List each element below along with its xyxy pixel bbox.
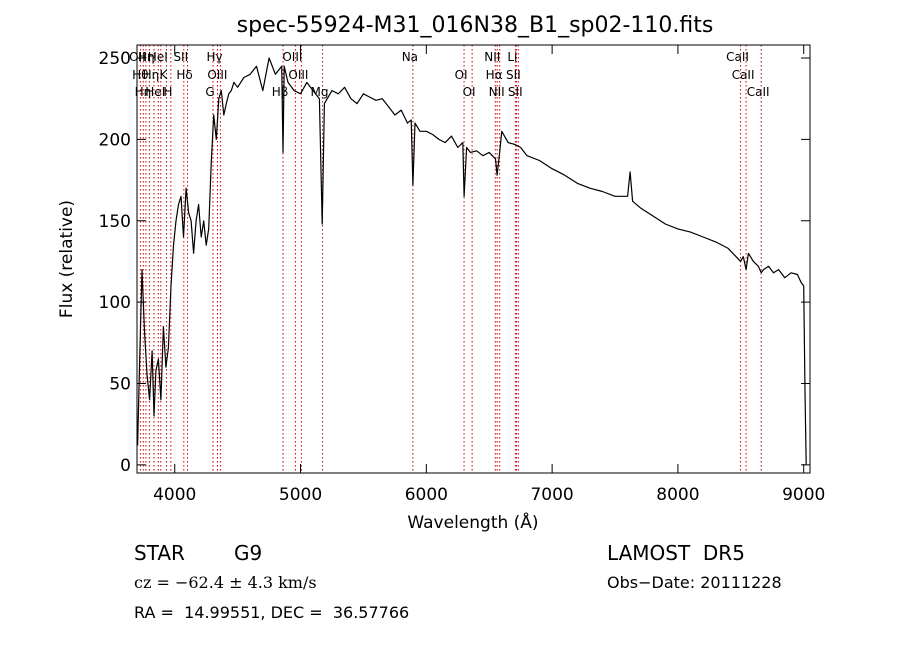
line-marker-label: Li [507,50,517,64]
line-marker-label: Hδ [176,68,192,82]
line-marker-label: Mg [311,85,329,99]
line-marker-label: Hθ [132,68,148,82]
redshift-text: cz = −62.4 ± 4.3 km/s [134,573,317,592]
line-marker-label: SII [173,50,188,64]
object-subclass: G9 [234,541,263,565]
line-marker-label: Na [402,50,418,64]
x-tick-label: 7000 [530,485,573,505]
line-marker-label: H [163,85,172,99]
x-tick-label: 6000 [405,485,448,505]
obs-date: Obs−Date: 20111228 [607,573,782,592]
line-marker-label: HeI [148,50,168,64]
y-axis-label: Flux (relative) [57,200,77,318]
line-marker-label: Hη [138,50,155,64]
y-tick-label: 50 [109,374,131,394]
line-marker-label: NII [484,50,500,64]
line-marker-label: Hγ [206,50,222,64]
y-tick-label: 100 [99,293,131,313]
coordinates: RA = 14.99551, DEC = 36.57766 [134,603,410,622]
y-tick-label: 150 [99,212,131,232]
line-marker-label: Hη [135,85,152,99]
y-tick-label: 200 [99,130,131,150]
line-marker-label: SII [506,68,521,82]
line-marker-label: G [205,85,214,99]
line-marker-label: CaII [747,85,770,99]
emission-line-labels: OIIHθHηHηHηHeIHeIKHSIIHδGHγOIIIHβOIIIOII… [129,50,769,99]
line-marker-label: K [159,68,168,82]
line-marker-label: SII [508,85,523,99]
survey-label: LAMOST DR5 [607,541,745,565]
line-marker-label: OI [463,85,476,99]
line-marker-label: OIII [282,50,302,64]
y-tick-label: 250 [99,49,131,69]
line-marker-label: CaII [726,50,749,64]
line-marker-label: CaII [732,68,755,82]
line-marker-label: NII [489,85,505,99]
plot-frame [136,44,811,474]
x-tick-label: 5000 [279,485,322,505]
line-marker-label: Hβ [272,85,289,99]
x-axis-label: Wavelength (Å) [407,511,538,533]
line-marker-label: OIII [207,68,227,82]
object-class: STAR [134,541,185,565]
chart-title: spec-55924-M31_016N38_B1_sp02-110.fits [237,13,714,38]
line-marker-label: Hα [486,68,503,82]
x-tick-label: 9000 [782,485,825,505]
line-marker-label: HeI [145,85,165,99]
line-marker-label: Hη [143,68,160,82]
x-axis-ticks: 4000 5000 6000 7000 8000 9000 [153,45,825,505]
y-tick-label: 0 [120,456,131,476]
x-tick-label: 8000 [656,485,699,505]
emission-line-markers [139,45,762,473]
x-tick-label: 4000 [153,485,196,505]
line-marker-label: OIII [288,68,308,82]
line-marker-label: OI [455,68,468,82]
spectrum-line [137,57,807,465]
y-axis-ticks: 0 50 100 150 200 250 [99,49,810,476]
